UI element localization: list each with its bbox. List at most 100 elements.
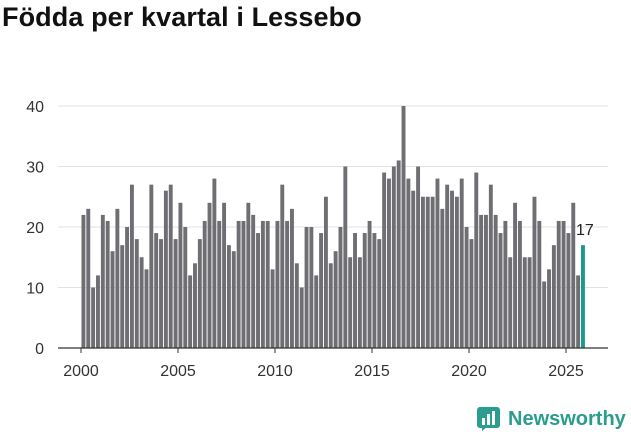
bar [285,220,290,348]
bar [440,208,445,348]
bar [503,220,508,348]
x-tick-label: 2005 [160,363,196,380]
bar [260,220,265,348]
bar [280,184,285,348]
bar [372,233,377,348]
bar [493,214,498,348]
bar [348,257,353,348]
bar [551,245,556,348]
bar [508,257,513,348]
bar [469,239,474,348]
bar [445,184,450,348]
bar [226,245,231,348]
bar [115,208,120,348]
y-tick-label: 20 [26,220,44,237]
bar [231,251,236,348]
y-tick-label: 10 [26,281,44,298]
bar [435,178,440,348]
bar-series [81,106,585,348]
bar [86,208,91,348]
bar [391,166,396,348]
bar [163,190,168,348]
bar [134,239,139,348]
bar [406,178,411,348]
bar [222,202,227,348]
bar [362,233,367,348]
bar [299,287,304,348]
bar [188,275,193,348]
bar [149,184,154,348]
bar [207,202,212,348]
bar [323,196,328,348]
bar [425,196,430,348]
bar [144,269,149,348]
x-tick-label: 2020 [451,363,487,380]
bar [251,214,256,348]
bar [537,220,542,348]
bar [338,227,343,348]
newsworthy-logo-icon [477,407,500,431]
bar [129,184,134,348]
bar [197,239,202,348]
bar [290,208,294,348]
bar [464,227,469,348]
chart-title: Födda per kvartal i Lessebo [2,2,362,32]
bar [459,178,464,348]
bar [212,178,217,348]
bar [343,166,348,348]
bar [304,227,309,348]
bar [556,220,561,348]
bar [396,160,401,348]
bar [454,196,459,348]
bar [566,233,571,348]
bar [561,220,566,348]
bar [265,220,270,348]
bar [100,214,105,348]
bar [96,275,100,348]
bar [275,220,280,348]
bar [357,257,362,348]
y-tick-label: 0 [35,341,44,358]
bar [241,220,246,348]
x-tick-label: 2025 [548,363,584,380]
bar [168,184,173,348]
y-tick-label: 30 [26,160,44,177]
bar [328,263,333,348]
bar [411,190,416,348]
bar [159,239,163,348]
axes: 0 10 20 30 40 2000 2005 2010 2015 2020 2025 [26,99,608,380]
bar [547,269,551,348]
bar [217,220,222,348]
bar [498,233,503,348]
bar [377,239,382,348]
bar [246,202,251,348]
bar [309,227,314,348]
bar [125,227,130,348]
bar [527,257,532,348]
bar [401,106,406,348]
bar [474,172,479,348]
bar [81,214,86,348]
newsworthy-brand: Newsworthy [476,406,626,432]
x-tick-label: 2010 [257,363,293,380]
bar [576,275,581,348]
bar [416,166,421,348]
x-tick-label: 2000 [63,363,99,380]
bar [333,251,338,348]
bar [178,202,183,348]
bar [294,263,299,348]
bar [120,245,125,348]
bar [105,220,110,348]
bar [314,275,319,348]
bar-highlight [581,245,585,348]
bar [91,287,96,348]
bar [236,220,241,348]
bar [430,196,435,348]
bar [542,281,547,348]
bar [479,214,484,348]
y-tick-label: 40 [26,99,44,116]
highlight-value-label: 17 [576,222,594,239]
bar [256,233,260,348]
bar [571,202,576,348]
